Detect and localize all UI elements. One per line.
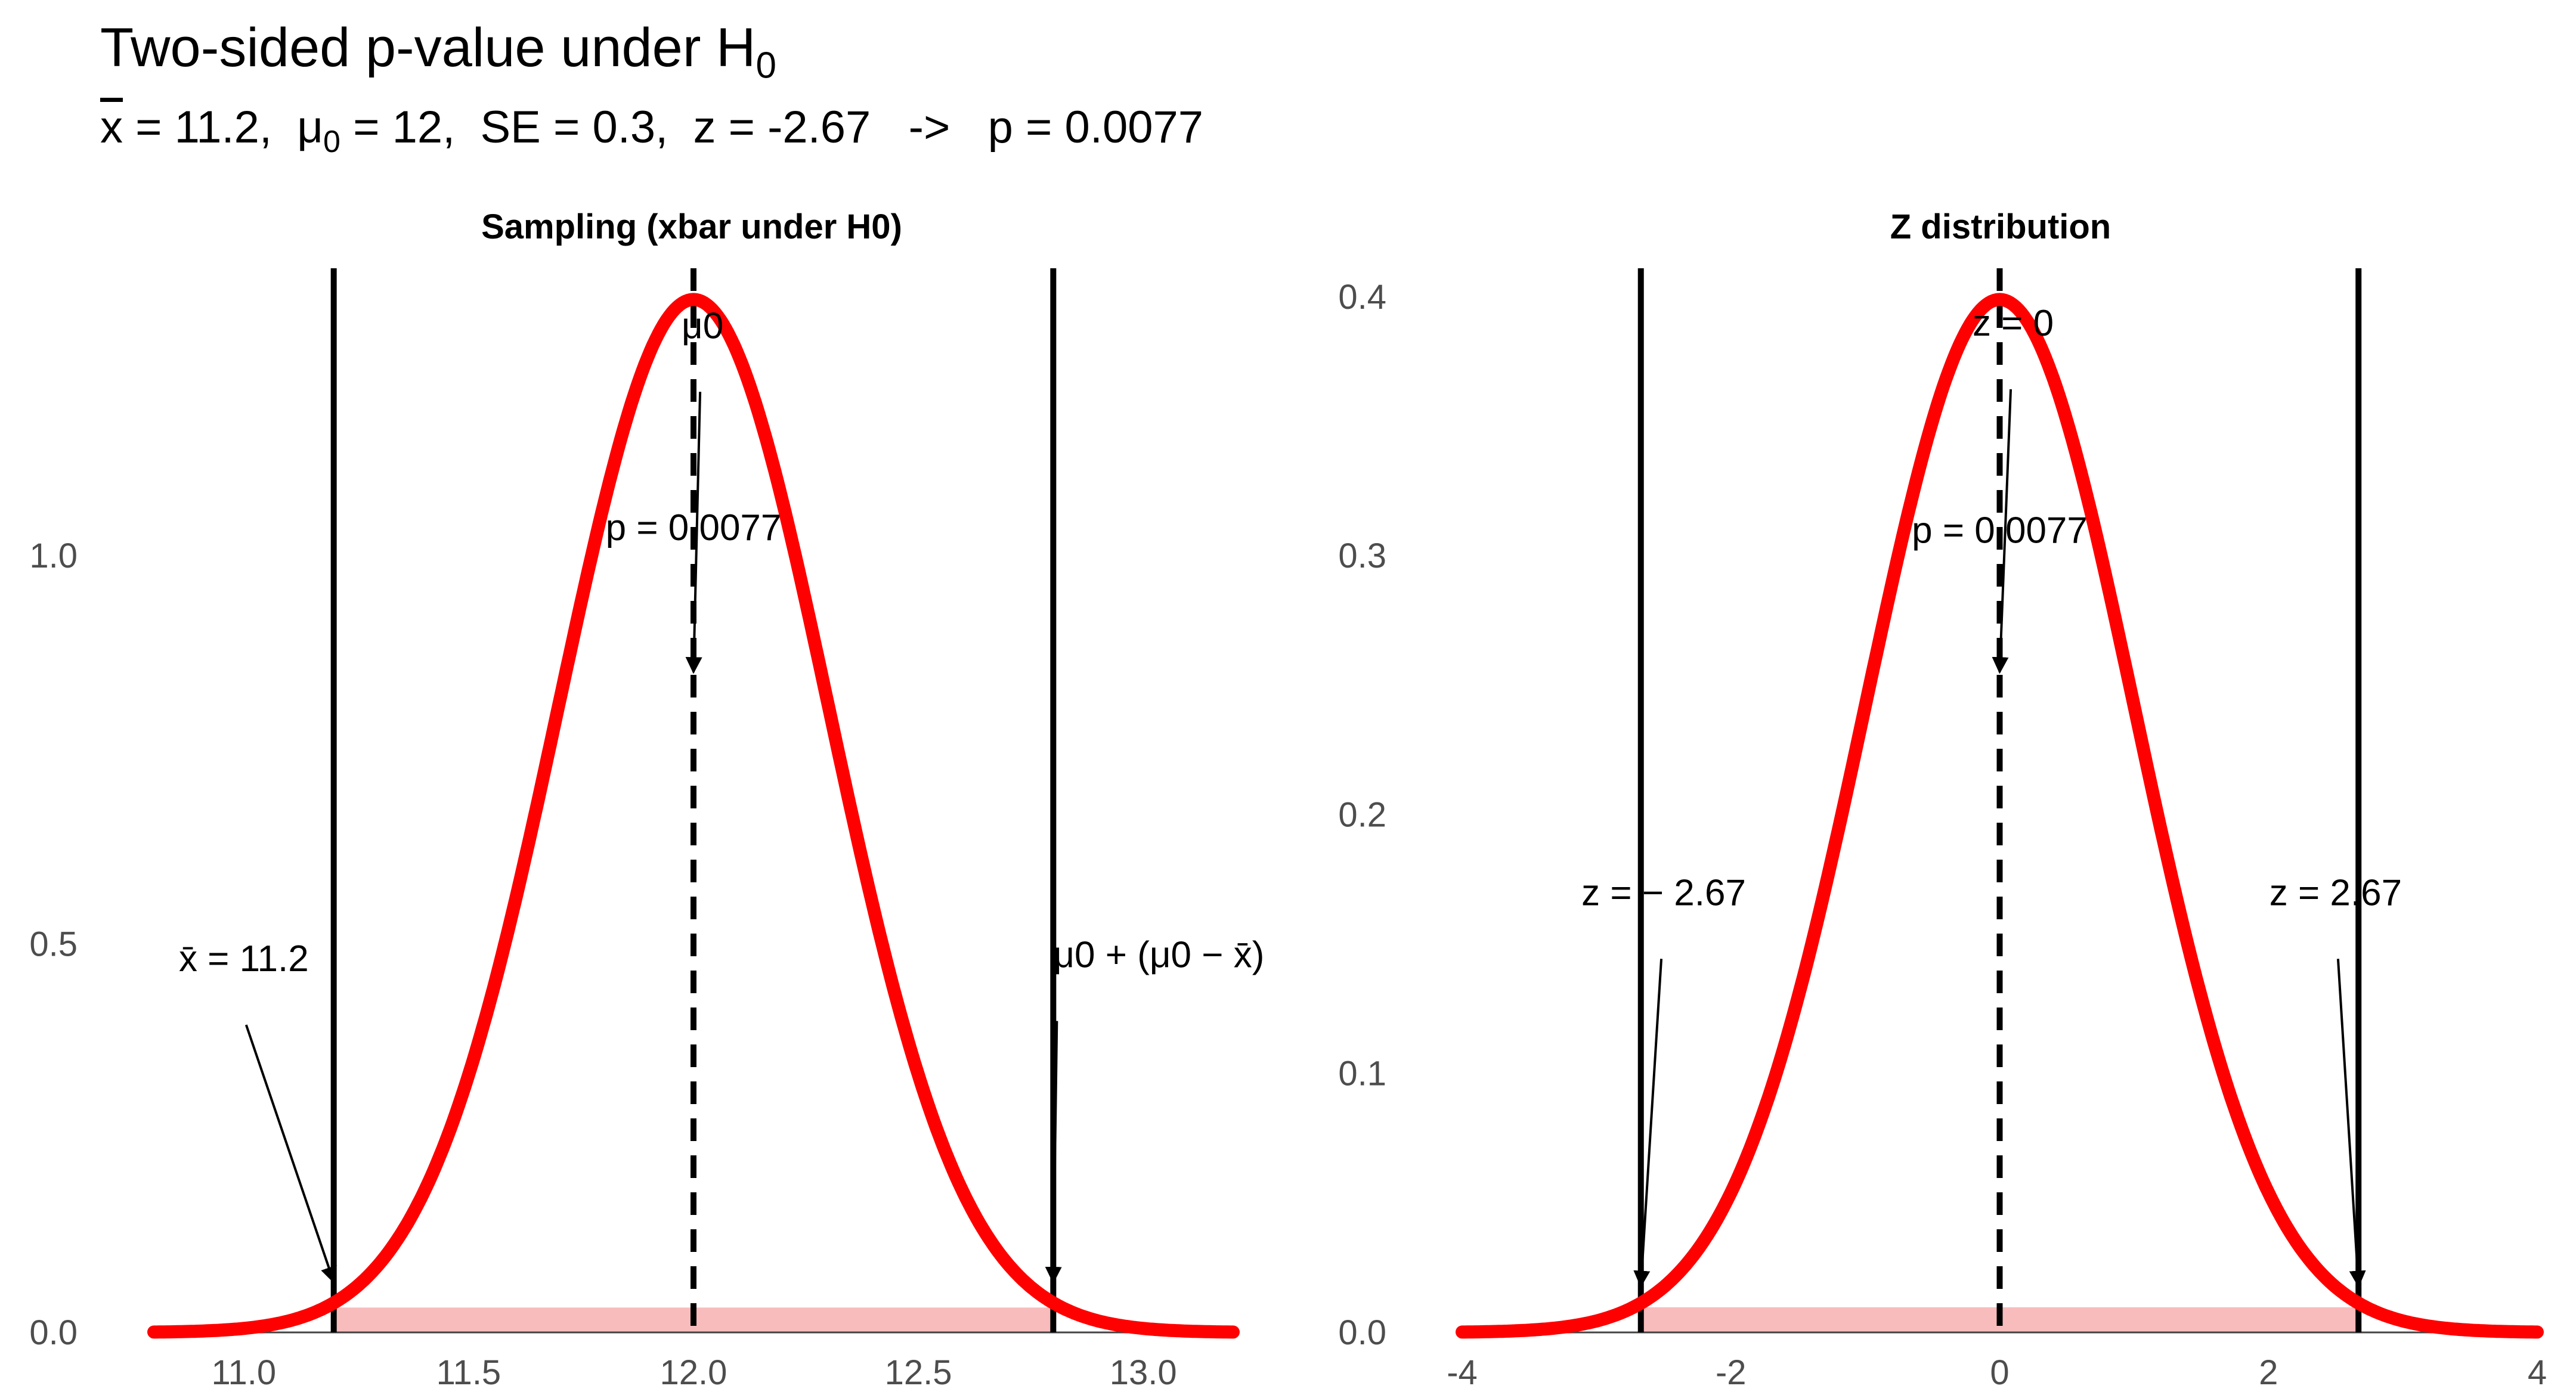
density-curve [1456, 293, 2544, 1339]
xbar-symbol: x [100, 102, 123, 153]
x-tick-label: 11.5 [436, 1353, 501, 1392]
y-tick-label: 0.0 [1338, 1313, 1386, 1352]
panel-1: Sampling (xbar under H0) 11.0 11.5 12.0 12.5… [29, 207, 1264, 1392]
x-tick-label: 12.0 [660, 1353, 727, 1392]
y-tick-label: 0.2 [1338, 795, 1386, 834]
annotation-label: z = 0 [1973, 303, 2054, 344]
annotation-label: μ0 + (μ0 − x̄) [1053, 935, 1264, 976]
x-tick-label: 0 [1990, 1353, 2009, 1392]
annotation-arrow [2336, 959, 2366, 1288]
annotation-arrow [244, 1024, 337, 1284]
annotation-label: μ0 [682, 305, 723, 346]
annotation-label: z = 2.67 [2270, 872, 2402, 913]
chart-subtitle: x = 11.2, μ0 = 12, SE = 0.3, z = -2.67 -… [100, 102, 1204, 160]
density-curve [147, 293, 1240, 1339]
annotation-arrow [1633, 959, 1663, 1288]
x-tick-label: 12.5 [885, 1353, 952, 1392]
annotation-arrow [1992, 389, 2012, 674]
panel-title: Sampling (xbar under H0) [481, 207, 902, 246]
mu-symbol: μ [297, 102, 324, 153]
x-tick-label: 11.0 [212, 1353, 277, 1392]
annotation-label: x̄ = 11.2 [179, 938, 309, 979]
y-tick-label: 0.4 [1338, 278, 1386, 317]
x-tick-label: 13.0 [1110, 1353, 1177, 1392]
annotation-label: p = 0.0077 [1912, 510, 2088, 551]
y-tick-label: 1.0 [29, 537, 78, 575]
y-tick-label: 0.5 [29, 925, 78, 964]
y-tick-label: 0.1 [1338, 1055, 1386, 1093]
panel-2: Z distribution -4 -2 0 2 4 0.0 0.1 0.2 0.3 0.4 z = … [1338, 207, 2547, 1392]
y-tick-label: 0.3 [1338, 537, 1386, 575]
panel-title: Z distribution [1890, 207, 2111, 246]
x-tick-label: 2 [2259, 1353, 2278, 1392]
y-tick-label: 0.0 [29, 1313, 78, 1352]
x-tick-label: -2 [1716, 1353, 1747, 1392]
x-tick-label: 4 [2528, 1353, 2547, 1392]
annotation-arrow [1045, 1021, 1062, 1284]
annotation-arrow [685, 392, 702, 674]
chart-title: Two-sided p-value under H0 [100, 17, 776, 86]
annotation-label: p = 0.0077 [606, 507, 782, 548]
annotation-label: z = − 2.67 [1581, 872, 1746, 913]
x-tick-label: -4 [1447, 1353, 1478, 1392]
